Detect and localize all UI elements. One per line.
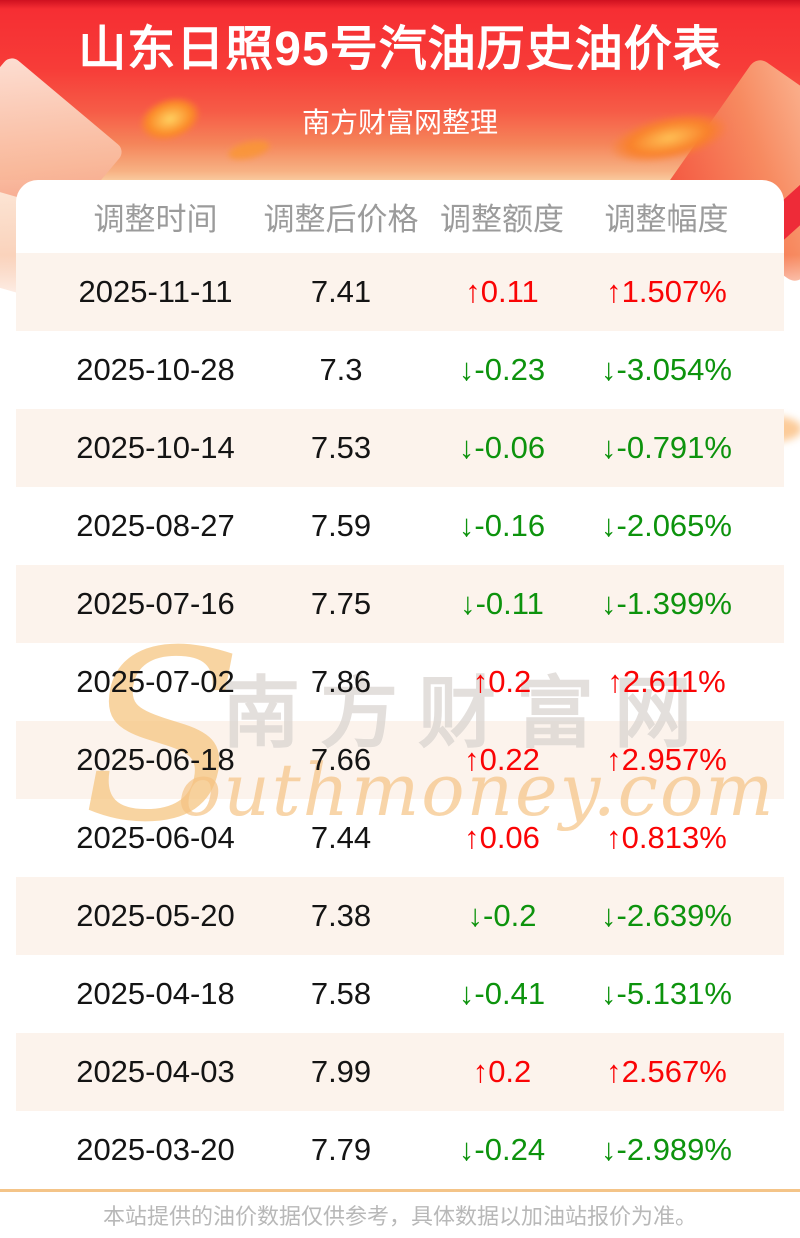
table-row: 2025-06-04 7.44 ↑0.06 ↑0.813% [16, 799, 784, 877]
page-title: 山东日照95号汽油历史油价表 [78, 23, 722, 76]
column-header-price: 调整后价格 [263, 202, 419, 237]
column-header-change: 调整额度 [440, 202, 564, 237]
cell-date: 2025-06-18 [76, 742, 235, 777]
cell-price: 7.86 [310, 664, 372, 699]
cell-percent: ↑1.507% [606, 274, 727, 309]
cell-change: ↓-0.23 [458, 352, 546, 387]
cell-percent: ↓-2.989% [601, 1132, 732, 1167]
table-row: 2025-03-20 7.79 ↓-0.24 ↓-2.989% [16, 1111, 784, 1189]
cell-percent: ↓-5.131% [601, 976, 732, 1011]
cell-change: ↓-0.06 [458, 430, 546, 465]
cell-percent: ↑0.813% [606, 820, 727, 855]
footer-divider [0, 1189, 800, 1192]
cell-price: 7.66 [310, 742, 372, 777]
cell-date: 2025-10-14 [76, 430, 235, 465]
cell-date: 2025-05-20 [76, 898, 235, 933]
page-subtitle: 南方财富网整理 [301, 106, 498, 138]
cell-percent: ↑2.567% [606, 1054, 727, 1089]
header-banner: 山东日照95号汽油历史油价表 南方财富网整理 [0, 0, 800, 180]
cell-date: 2025-11-11 [78, 274, 233, 309]
cell-change: ↓-0.16 [458, 508, 546, 543]
table-row: 2025-04-03 7.99 ↑0.2 ↑2.567% [16, 1033, 784, 1111]
cell-date: 2025-03-20 [76, 1132, 235, 1167]
cell-price: 7.44 [310, 820, 372, 855]
cell-percent: ↑2.957% [606, 742, 727, 777]
footer: 本站提供的油价数据仅供参考，具体数据以加油站报价为准。 [0, 1192, 800, 1238]
cell-change: ↑0.2 [472, 664, 532, 699]
cell-percent: ↓-2.639% [601, 898, 732, 933]
table-header-row: 调整时间 调整后价格 调整额度 调整幅度 [16, 180, 784, 253]
cell-price: 7.59 [310, 508, 372, 543]
cell-date: 2025-06-04 [76, 820, 235, 855]
cell-change: ↓-0.41 [458, 976, 546, 1011]
cell-change: ↑0.06 [464, 820, 540, 855]
column-header-date: 调整时间 [93, 202, 218, 237]
table-row: 2025-04-18 7.58 ↓-0.41 ↓-5.131% [16, 955, 784, 1033]
cell-date: 2025-08-27 [76, 508, 235, 543]
table-row: 2025-07-02 7.86 ↑0.2 ↑2.611% [16, 643, 784, 721]
cell-date: 2025-04-18 [76, 976, 235, 1011]
cell-change: ↓-0.24 [458, 1132, 546, 1167]
cell-price: 7.53 [310, 430, 372, 465]
cell-price: 7.75 [310, 586, 372, 621]
cell-percent: ↓-3.054% [601, 352, 732, 387]
cell-change: ↑0.2 [472, 1054, 532, 1089]
cell-price: 7.38 [310, 898, 372, 933]
cell-price: 7.99 [310, 1054, 372, 1089]
table-row: 2025-07-16 7.75 ↓-0.11 ↓-1.399% [16, 565, 784, 643]
table-row: 2025-11-11 7.41 ↑0.11 ↑1.507% [16, 253, 784, 331]
cell-change: ↓-0.11 [460, 586, 544, 621]
cell-change: ↓-0.2 [467, 898, 537, 933]
cell-percent: ↓-2.065% [601, 508, 732, 543]
cell-price: 7.3 [319, 352, 363, 387]
disclaimer-text: 本站提供的油价数据仅供参考，具体数据以加油站报价为准。 [102, 1204, 697, 1229]
table-row: 2025-05-20 7.38 ↓-0.2 ↓-2.639% [16, 877, 784, 955]
table-row: 2025-06-18 7.66 ↑0.22 ↑2.957% [16, 721, 784, 799]
cell-price: 7.79 [310, 1132, 372, 1167]
cell-percent: ↓-0.791% [601, 430, 732, 465]
table-row: 2025-10-14 7.53 ↓-0.06 ↓-0.791% [16, 409, 784, 487]
cell-change: ↑0.22 [464, 742, 540, 777]
cell-date: 2025-07-16 [76, 586, 235, 621]
cell-date: 2025-04-03 [76, 1054, 235, 1089]
cell-date: 2025-07-02 [76, 664, 235, 699]
cell-price: 7.41 [310, 274, 372, 309]
column-header-percent: 调整幅度 [604, 202, 729, 237]
cell-date: 2025-10-28 [76, 352, 235, 387]
table-row: 2025-08-27 7.59 ↓-0.16 ↓-2.065% [16, 487, 784, 565]
cell-percent: ↑2.611% [607, 664, 726, 699]
cell-percent: ↓-1.399% [601, 586, 732, 621]
cell-price: 7.58 [310, 976, 372, 1011]
table-row: 2025-10-28 7.3 ↓-0.23 ↓-3.054% [16, 331, 784, 409]
price-table-card: 调整时间 调整后价格 调整额度 调整幅度 S 南方财富网 outhmoney.c… [16, 180, 784, 1189]
cell-change: ↑0.11 [465, 274, 539, 309]
table-body: 2025-11-11 7.41 ↑0.11 ↑1.507% 2025-10-28… [16, 253, 784, 1189]
